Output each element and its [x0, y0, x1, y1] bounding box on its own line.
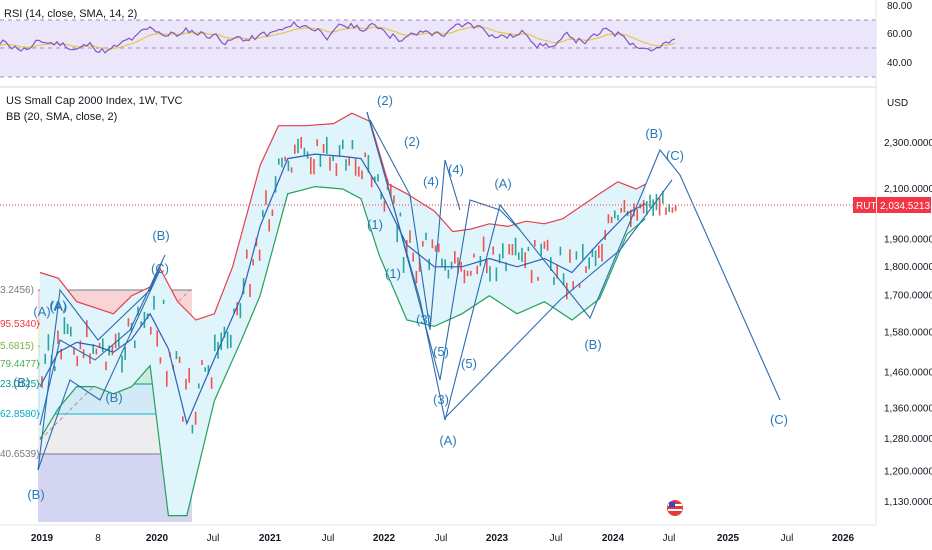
- fib-label: 5.6815): [0, 341, 34, 352]
- wave-label: (A): [439, 433, 456, 448]
- bb-upper-line: [39, 112, 646, 321]
- wave-label: (A): [49, 298, 66, 313]
- time-axis-label: 2024: [602, 533, 625, 544]
- time-axis-label: 2019: [31, 533, 54, 544]
- currency-label: USD: [887, 98, 908, 109]
- wave-label: (C): [666, 148, 684, 163]
- time-axis-label: 2022: [373, 533, 396, 544]
- price-axis-bg: [876, 0, 932, 550]
- wave-label: (1): [367, 217, 383, 232]
- time-axis-label: Jul: [550, 533, 563, 544]
- price-tag-value: 2,034.5213: [880, 201, 930, 212]
- fib-label: (A): [50, 299, 67, 314]
- time-axis-label: Jul: [322, 533, 335, 544]
- price-axis-label: 1,130.0000: [884, 497, 932, 508]
- wave-label: (B): [584, 337, 601, 352]
- indicator-label: BB (20, SMA, close, 2): [6, 111, 117, 123]
- wave-label: (5): [461, 356, 477, 371]
- wave-label: (4): [423, 174, 439, 189]
- bb-band-fill: [40, 113, 646, 516]
- fib-label: 95.5340): [0, 319, 39, 330]
- time-axis-label: Jul: [781, 533, 794, 544]
- chart-title: US Small Cap 2000 Index, 1W, TVC: [6, 95, 183, 107]
- rsi-label: RSI (14, close, SMA, 14, 2): [4, 8, 137, 20]
- wave-label: (B): [152, 228, 169, 243]
- wave-label: (5): [433, 344, 449, 359]
- elliott-wave-lines[interactable]: [37, 111, 781, 471]
- price-axis-label: 1,580.0000: [884, 328, 932, 339]
- wave-label: (2): [404, 134, 420, 149]
- wave-label: (3): [433, 392, 449, 407]
- price-axis-label: 1,700.0000: [884, 291, 932, 302]
- fib-label: 62.8580): [0, 409, 39, 420]
- fib-label: 40.6539): [0, 449, 39, 460]
- fib-label: 3.2456): [0, 285, 34, 296]
- wave-label: (4): [448, 162, 464, 177]
- rsi-pane: RSI (14, close, SMA, 14, 2): [0, 8, 876, 78]
- time-axis-label: 2025: [717, 533, 740, 544]
- time-axis-label: Jul: [435, 533, 448, 544]
- price-pane: (2) (B) (C) (2) (4) (4) (A) (1) (1) (3) (5) (5) (3) (…: [0, 93, 876, 522]
- wave-line-2022c: [369, 119, 461, 331]
- wave-label: (C): [151, 261, 169, 276]
- fib-label: 79.4477): [0, 359, 39, 370]
- time-axis-label: 2021: [259, 533, 282, 544]
- fib-label: 23.0125): [0, 379, 39, 390]
- price-axis[interactable]: 80.00 60.00 40.00 USD 2,300.0000 2,100.0000…: [853, 0, 932, 550]
- bb-lower-line: [39, 185, 646, 517]
- price-axis-label: 2,300.0000: [884, 138, 932, 149]
- wave-line-2023: [444, 179, 673, 419]
- time-axis-label: 2020: [146, 533, 169, 544]
- wave-label: (2): [377, 93, 393, 108]
- wave-line-2019c: [39, 254, 166, 426]
- price-axis-label: 1,280.0000: [884, 434, 932, 445]
- price-axis-label: 1,800.0000: [884, 262, 932, 273]
- bb-basis-line: [39, 153, 646, 426]
- price-axis-labels: 2,300.0000 2,100.0000 1,900.0000 1,800.0000…: [884, 138, 932, 508]
- candles: [41, 136, 677, 434]
- price-tag: 2,034.5213 RUT: [853, 197, 931, 213]
- wave-label: (C): [770, 412, 788, 427]
- wave-line-2022b: [366, 111, 781, 421]
- time-axis-label: 2026: [832, 533, 855, 544]
- time-axis[interactable]: 2019 8 2020 Jul 2021 Jul 2022 Jul 2023 Jul 2024 Jul…: [0, 524, 932, 550]
- wave-label: (B): [645, 126, 662, 141]
- price-axis-label: 1,360.0000: [884, 403, 932, 414]
- price-tag-value-bg: [877, 197, 931, 213]
- time-axis-label: 2023: [486, 533, 509, 544]
- wave-line-2019: [37, 261, 163, 471]
- wave-label: (A): [33, 304, 50, 319]
- fib-label: (B): [13, 375, 30, 390]
- price-axis-label: 1,200.0000: [884, 467, 932, 478]
- time-axis-bg: [0, 525, 932, 550]
- wave-line-2019b: [37, 269, 161, 471]
- rsi-axis-label: 40.00: [887, 58, 912, 69]
- wave-label: (B): [27, 487, 44, 502]
- fib-labels: 3.2456)(A)95.5340)5.6815)79.4477)(B)23.0…: [0, 285, 67, 460]
- time-axis-label: 8: [95, 533, 101, 544]
- price-tag-symbol-bg: [853, 197, 876, 213]
- wave-label: (A): [494, 176, 511, 191]
- time-axis-label: Jul: [207, 533, 220, 544]
- time-axis-label: Jul: [663, 533, 676, 544]
- wave-label: (B): [105, 390, 122, 405]
- price-tag-symbol: RUT: [856, 201, 877, 212]
- wave-labels: (2) (B) (C) (2) (4) (4) (A) (1) (1) (3) (5) (5) (3) (…: [27, 93, 788, 502]
- wave-label: (1): [385, 266, 401, 281]
- rsi-line: [0, 20, 676, 54]
- price-axis-label: 1,900.0000: [884, 235, 932, 246]
- rsi-axis-label: 60.00: [887, 29, 912, 40]
- rsi-axis-label: 80.00: [887, 1, 912, 12]
- rsi-axis-labels: 80.00 60.00 40.00: [887, 1, 912, 69]
- rsi-ma-line: [0, 26, 676, 50]
- us-flag-icon[interactable]: [667, 500, 683, 516]
- price-axis-label: 1,460.0000: [884, 368, 932, 379]
- price-axis-label: 2,100.0000: [884, 184, 932, 195]
- time-axis-labels: 2019 8 2020 Jul 2021 Jul 2022 Jul 2023 Jul 2024 Jul…: [31, 533, 855, 544]
- wave-label: (3): [416, 312, 432, 327]
